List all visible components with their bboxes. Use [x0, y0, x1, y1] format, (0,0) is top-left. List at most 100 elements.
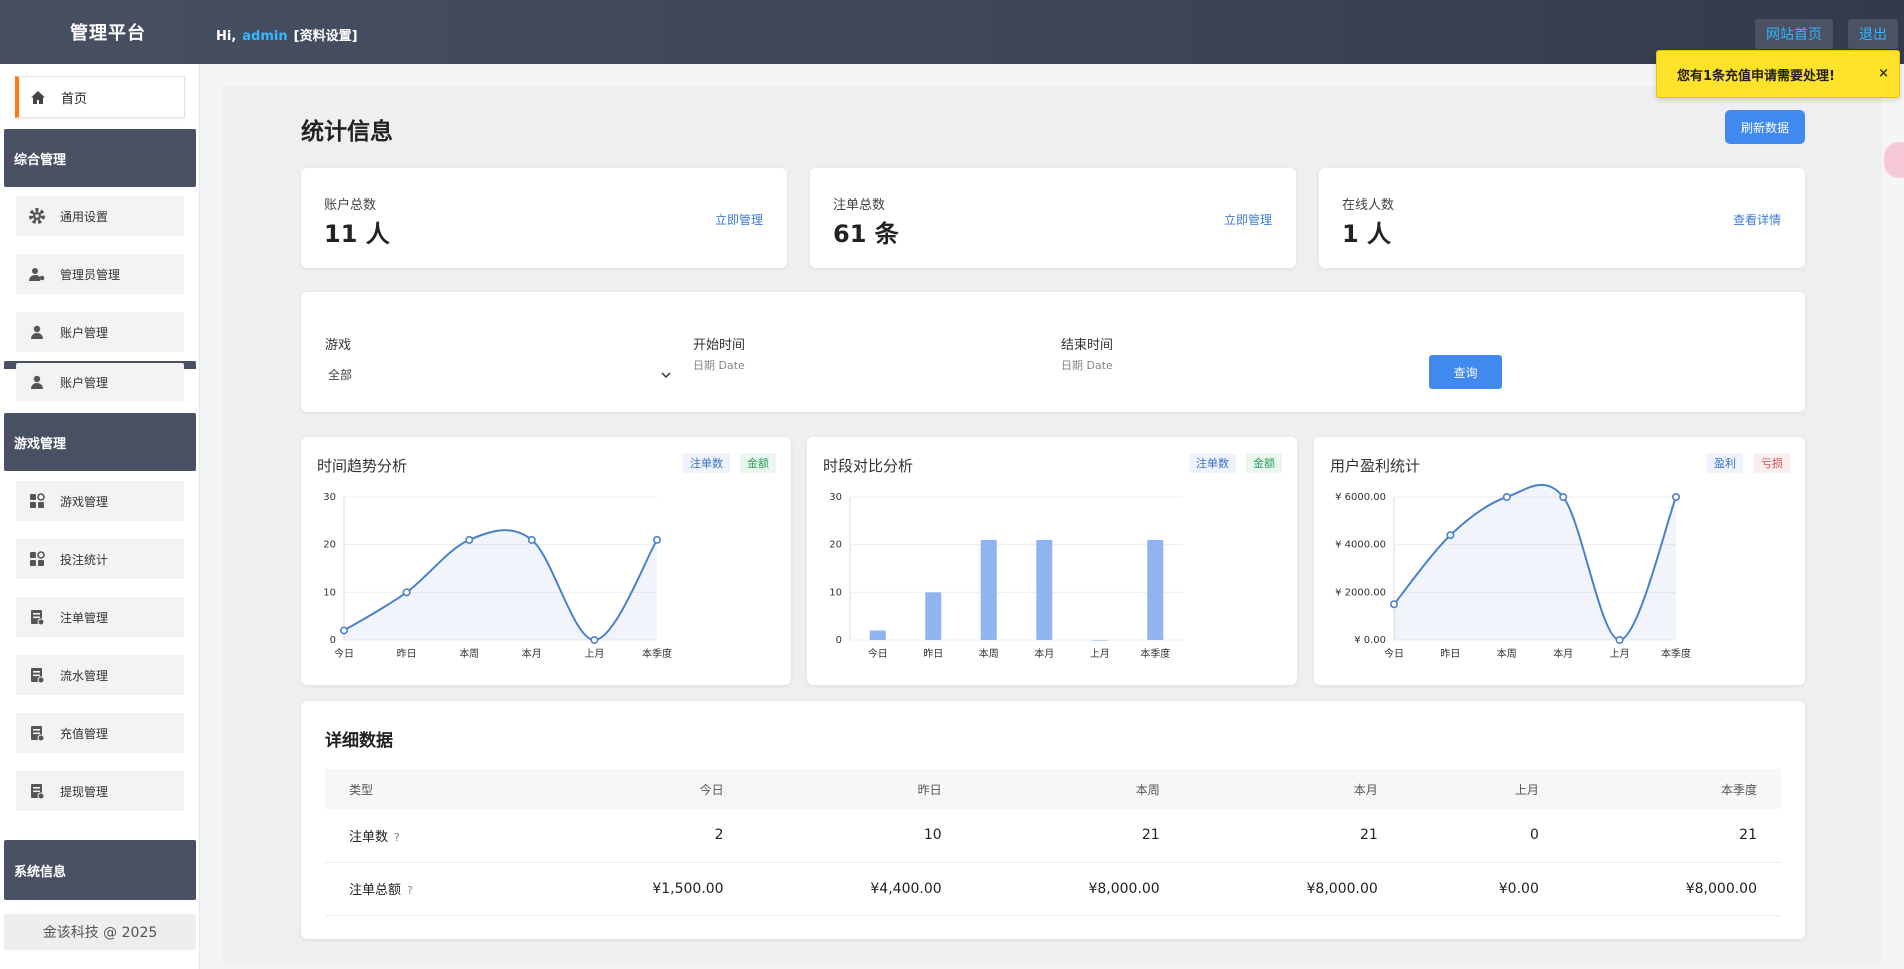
- sidebar-item-label: 流水管理: [60, 668, 109, 683]
- notification-text: 您有1条充值申请需要处理!: [1677, 68, 1835, 84]
- tag-amount[interactable]: 金额: [740, 453, 776, 473]
- tag-amount[interactable]: 金额: [1246, 453, 1282, 473]
- floating-chat-bubble[interactable]: [1884, 142, 1904, 178]
- sidebar-group-system[interactable]: 系统信息: [4, 840, 196, 900]
- table-cell: 2: [529, 809, 748, 863]
- chart-title: 时段对比分析: [823, 457, 914, 475]
- sidebar-item-account-management[interactable]: 账户管理: [16, 312, 184, 352]
- stat-label: 在线人数: [1342, 198, 1395, 213]
- site-home-button[interactable]: 网站首页: [1755, 19, 1833, 49]
- data-point: [465, 535, 474, 544]
- sidebar-item-withdraw-management[interactable]: 提现管理: [16, 771, 184, 811]
- x-tick-label: 昨日: [923, 648, 943, 660]
- logout-button[interactable]: 退出: [1848, 19, 1898, 49]
- brand-title: 管理平台: [70, 23, 146, 44]
- x-tick-label: 本月: [522, 647, 542, 660]
- x-tick-label: 本季度: [642, 647, 672, 660]
- game-select-value: 全部: [328, 368, 353, 382]
- column-header: 本月: [1183, 769, 1402, 809]
- column-header: 今日: [529, 769, 748, 809]
- table-cell: 21: [965, 809, 1184, 863]
- sidebar: 首页 综合管理 通用设置 管理员管理 账户管理 账户管理 游戏管理 游戏管理 投…: [0, 64, 200, 969]
- apps-icon: [28, 550, 46, 568]
- period-compare-chart: 0 10 20 30 今日 昨日 本周 本月 上月 本季度: [829, 492, 1183, 660]
- data-point: [652, 535, 661, 544]
- y-tick-label: 20: [829, 540, 842, 551]
- bar: [980, 539, 997, 640]
- y-tick-label: ¥ 4000.00: [1335, 540, 1386, 551]
- help-icon[interactable]: ?: [407, 884, 413, 897]
- sidebar-item-label: 通用设置: [60, 209, 109, 224]
- game-select[interactable]: 全部: [325, 360, 675, 386]
- sidebar-item-flow-management[interactable]: 流水管理: [16, 655, 184, 695]
- query-button[interactable]: 查询: [1429, 355, 1502, 389]
- chart-card-period-compare: 时段对比分析 注单数 金额 0 10 20 30 今日 昨日 本周 本月 上月 本季度: [807, 437, 1297, 685]
- table-cell: ¥4,400.00: [747, 862, 966, 916]
- greeting-text: Hi,: [216, 29, 237, 44]
- sidebar-group-game[interactable]: 游戏管理: [4, 413, 196, 471]
- stat-value: 61 条: [833, 220, 899, 248]
- notification-toast[interactable]: 您有1条充值申请需要处理! ×: [1656, 50, 1900, 98]
- help-icon[interactable]: ?: [394, 830, 400, 844]
- sidebar-item-label: 游戏管理: [60, 494, 109, 509]
- end-time-input[interactable]: 日期 Date: [1061, 359, 1113, 372]
- table-cell: 0: [1401, 809, 1563, 863]
- sidebar-item-label: 管理员管理: [60, 267, 121, 282]
- chart-card-time-trend: 时间趋势分析 注单数 金额 0 10 20 30 今日 昨日 本周 本月 上月 本季度: [301, 437, 791, 685]
- sidebar-item-recharge-management[interactable]: 充值管理: [16, 713, 184, 753]
- start-time-label: 开始时间: [693, 338, 746, 353]
- close-icon[interactable]: ×: [1878, 66, 1889, 81]
- table-cell: 21: [1562, 809, 1781, 863]
- data-point: [1390, 600, 1399, 609]
- table-cell: ¥8,000.00: [965, 862, 1184, 916]
- sidebar-item-label: 首页: [61, 91, 88, 107]
- detail-title: 详细数据: [325, 731, 393, 751]
- data-point: [1502, 492, 1511, 501]
- tag-order-count[interactable]: 注单数: [683, 453, 730, 473]
- document-icon: [28, 608, 46, 626]
- x-tick-label: 本季度: [1661, 647, 1691, 660]
- row-name: 注单总额: [349, 883, 402, 898]
- profile-settings-link[interactable]: [资料设置]: [293, 29, 358, 44]
- document-icon: [28, 724, 46, 742]
- manage-accounts-link[interactable]: 立即管理: [714, 213, 763, 227]
- sidebar-item-label: 提现管理: [60, 784, 109, 799]
- row-name: 注单数: [349, 829, 389, 845]
- table-cell: ¥1,500.00: [529, 862, 748, 916]
- refresh-data-button[interactable]: 刷新数据: [1725, 110, 1805, 144]
- x-tick-label: 本月: [1553, 647, 1573, 660]
- manage-orders-link[interactable]: 立即管理: [1223, 213, 1272, 227]
- column-header: 昨日: [747, 769, 966, 809]
- sidebar-item-general-settings[interactable]: 通用设置: [16, 196, 184, 236]
- view-online-details-link[interactable]: 查看详情: [1732, 213, 1781, 227]
- table-row: 注单总额? ¥1,500.00 ¥4,400.00 ¥8,000.00 ¥8,0…: [325, 862, 1781, 916]
- row-label: 注单总额?: [325, 862, 530, 916]
- chart-title: 时间趋势分析: [317, 457, 408, 475]
- y-tick-label: 30: [323, 492, 336, 503]
- game-filter-label: 游戏: [325, 338, 352, 353]
- page-title: 统计信息: [301, 119, 393, 145]
- x-tick-label: 昨日: [397, 648, 417, 660]
- sidebar-item-home[interactable]: 首页: [15, 76, 185, 118]
- tag-loss[interactable]: 亏损: [1754, 453, 1790, 473]
- tag-profit[interactable]: 盈利: [1707, 453, 1743, 473]
- start-time-input[interactable]: 日期 Date: [693, 359, 745, 372]
- sidebar-group-general[interactable]: 综合管理: [4, 129, 196, 187]
- sidebar-item-game-management[interactable]: 游戏管理: [16, 481, 184, 521]
- sidebar-item-account-management-2[interactable]: 账户管理: [16, 363, 184, 401]
- line-area: [1394, 484, 1676, 640]
- sidebar-item-label: 账户管理: [60, 375, 109, 390]
- sidebar-item-label: 账户管理: [60, 325, 109, 340]
- sidebar-item-bet-statistics[interactable]: 投注统计: [16, 539, 184, 579]
- data-point: [1671, 492, 1680, 501]
- document-icon: [28, 666, 46, 684]
- table-cell: ¥0.00: [1401, 862, 1563, 916]
- data-point: [1446, 531, 1455, 540]
- tag-order-count[interactable]: 注单数: [1189, 453, 1236, 473]
- bar: [1036, 539, 1053, 640]
- username-link[interactable]: admin: [242, 29, 288, 44]
- sidebar-item-order-management[interactable]: 注单管理: [16, 597, 184, 637]
- sidebar-item-admin-management[interactable]: 管理员管理: [16, 254, 184, 294]
- y-tick-label: ¥ 0.00: [1354, 635, 1386, 646]
- data-point: [402, 588, 411, 597]
